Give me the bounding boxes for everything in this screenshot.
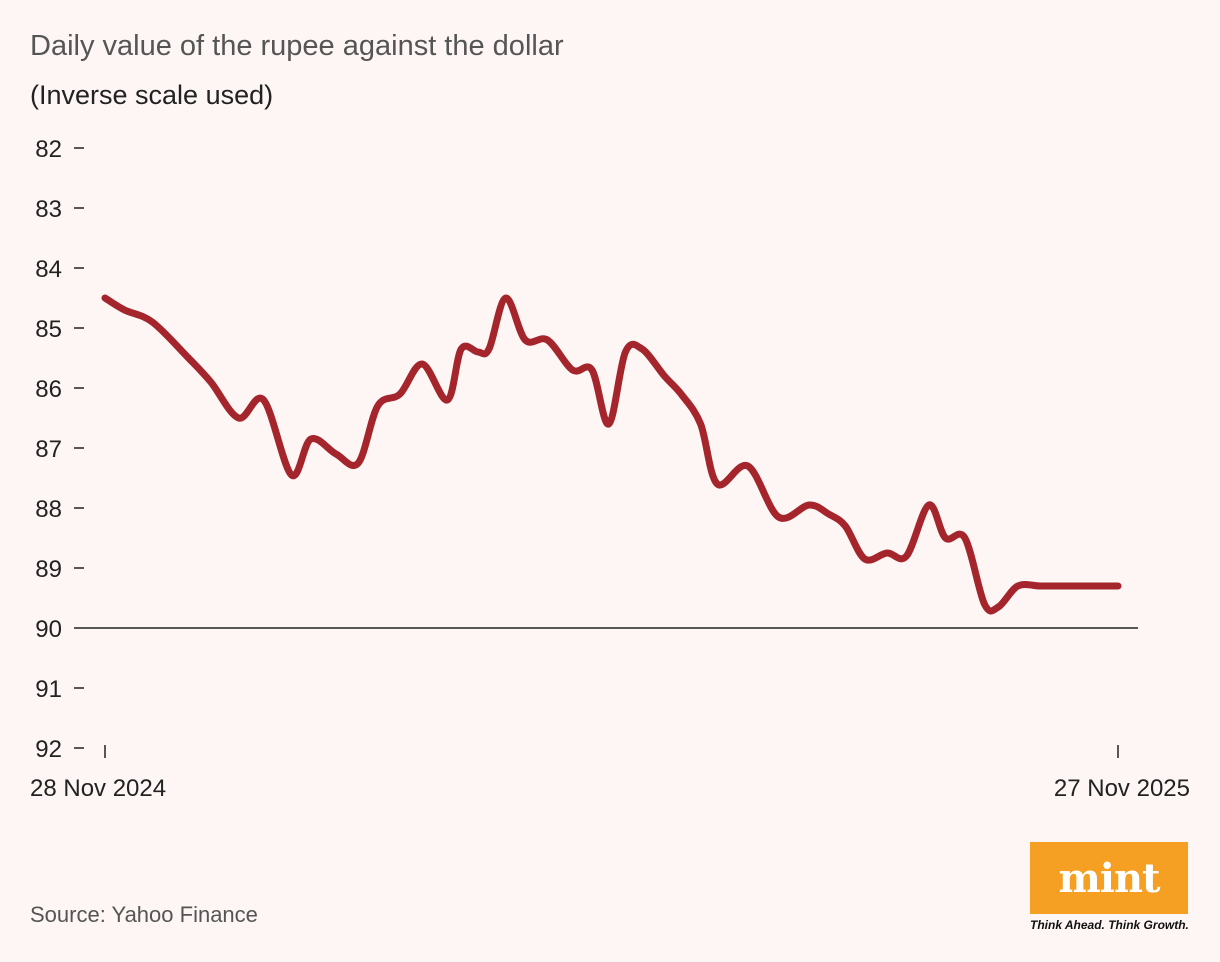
source-note: Source: Yahoo Finance (30, 902, 258, 927)
x-tick-label: 28 Nov 2024 (30, 775, 166, 802)
chart-title: Daily value of the rupee against the dol… (30, 30, 564, 62)
y-tick-label: 89 (35, 556, 62, 583)
mint-logo-tagline: Think Ahead. Think Growth. (1030, 918, 1189, 932)
y-tick-label: 82 (35, 136, 62, 163)
y-tick-label: 90 (35, 616, 62, 643)
y-tick-label: 85 (35, 316, 62, 343)
x-axis: 28 Nov 2024 27 Nov 2025 (30, 745, 1190, 802)
y-tick-label: 84 (35, 256, 62, 283)
y-tick-label: 83 (35, 196, 62, 223)
y-axis: 82 83 84 85 86 87 88 89 90 91 92 (35, 136, 84, 763)
y-tick-label: 91 (35, 676, 62, 703)
y-tick-label: 87 (35, 436, 62, 463)
mint-logo: mint Think Ahead. Think Growth. (1030, 842, 1190, 932)
mint-logo-word: mint (1058, 854, 1160, 902)
y-tick-label: 92 (35, 736, 62, 763)
rupee-series-line (101, 294, 1122, 615)
mint-logo-box: mint (1030, 842, 1188, 914)
y-tick-label: 86 (35, 376, 62, 403)
chart-subtitle: (Inverse scale used) (30, 80, 274, 110)
x-tick-label: 27 Nov 2025 (1054, 775, 1190, 802)
y-tick-label: 88 (35, 496, 62, 523)
